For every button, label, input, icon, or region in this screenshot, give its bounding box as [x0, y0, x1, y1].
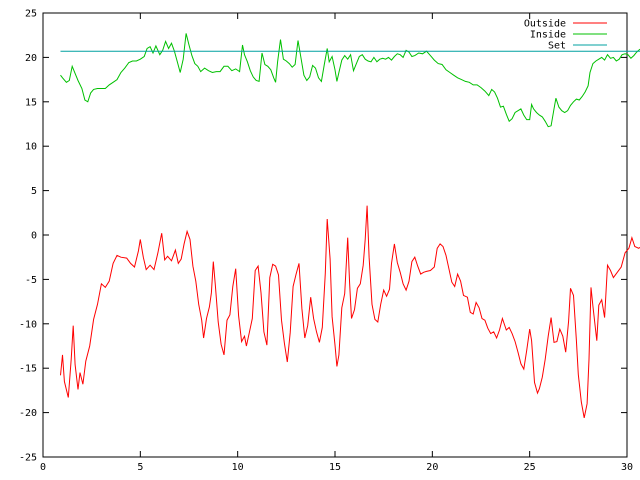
y-tick-label: 20 [25, 53, 37, 64]
y-tick-label: 0 [31, 231, 37, 242]
y-tick-label: 10 [25, 142, 37, 153]
y-tick-label: -20 [19, 408, 37, 419]
x-tick-label: 20 [426, 462, 438, 473]
x-tick-label: 0 [40, 462, 46, 473]
y-tick-label: -10 [19, 319, 37, 330]
y-tick-label: -5 [25, 275, 37, 286]
series-line-outside [60, 205, 640, 419]
x-tick-label: 15 [329, 462, 341, 473]
series-lines [60, 33, 640, 419]
legend-label-set: Set [548, 41, 566, 52]
y-tick-label: -25 [19, 453, 37, 464]
y-tick-label: -15 [19, 364, 37, 375]
legend-label-inside: Inside [530, 30, 566, 41]
axis-ticks: -25 -20 -15 -10 -5 0 5 10 15 20 25 0 5 10 15 20 25 30 [19, 9, 633, 474]
x-tick-label: 10 [232, 462, 244, 473]
y-tick-label: 15 [25, 97, 37, 108]
series-line-inside [60, 33, 640, 128]
x-tick-label: 25 [524, 462, 536, 473]
y-tick-label: 5 [31, 186, 37, 197]
y-tick-label: 25 [25, 9, 37, 20]
legend-label-outside: Outside [524, 19, 566, 30]
x-tick-label: 30 [621, 462, 633, 473]
x-tick-label: 5 [137, 462, 143, 473]
